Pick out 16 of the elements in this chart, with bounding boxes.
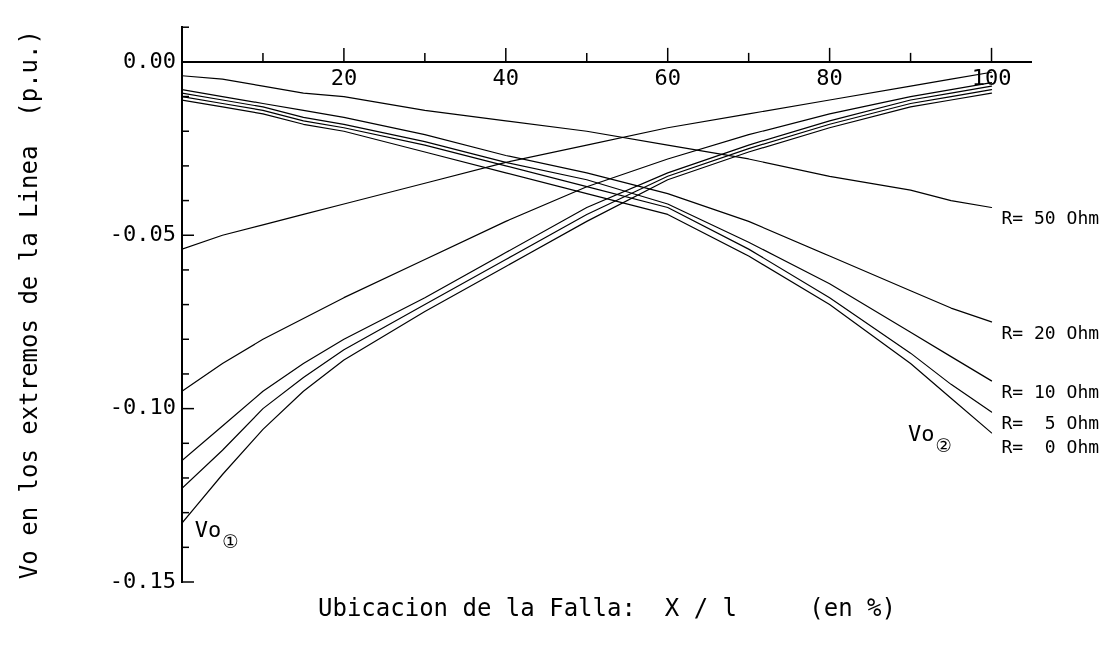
series-label: R= 20 Ohm: [1001, 321, 1100, 343]
y-axis-title: Vo en los extremos de la Linea (p.u.): [14, 30, 43, 580]
y-tick-label: 0.00: [123, 47, 176, 73]
y-tick-label: -0.10: [109, 394, 176, 420]
x-axis-title: Ubicacion de la Falla: X / l (en %): [318, 594, 896, 623]
x-tick-label: 60: [654, 64, 681, 90]
series-label: R= 0 Ohm: [1001, 435, 1100, 457]
x-tick-label: 40: [492, 64, 520, 90]
x-tick-label: 20: [330, 64, 358, 90]
x-tick-label: 80: [816, 64, 843, 90]
series-label: R= 10 Ohm: [1001, 380, 1100, 402]
x-tick-label: 100: [971, 64, 1012, 90]
series-label: R= 50 Ohm: [1001, 207, 1100, 229]
y-tick-label: -0.05: [109, 220, 176, 246]
series-label: R= 5 Ohm: [1001, 411, 1100, 433]
y-tick-label: -0.15: [109, 567, 176, 593]
